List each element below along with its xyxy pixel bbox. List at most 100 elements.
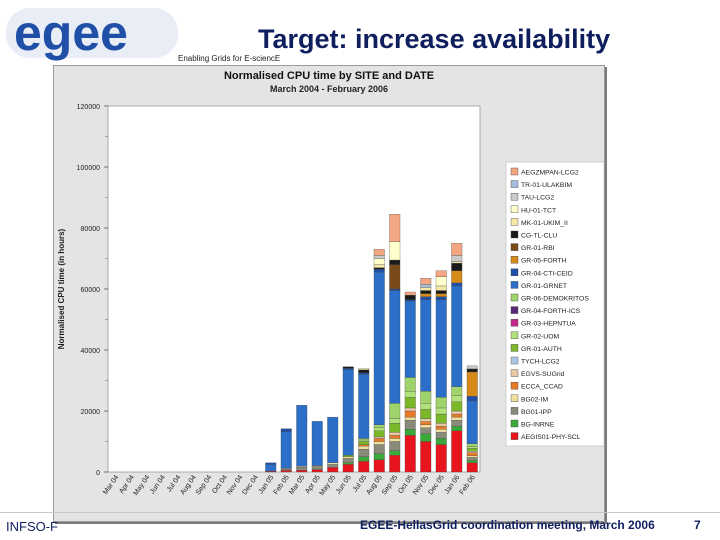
legend-swatch bbox=[510, 268, 519, 277]
bar-segment bbox=[435, 293, 447, 297]
legend-label: AEGZMPAN-LCG2 bbox=[521, 170, 579, 177]
bar-segment bbox=[373, 249, 385, 256]
bar-segment bbox=[373, 427, 385, 431]
bar-segment bbox=[435, 290, 447, 294]
x-tick-label: Sep 04 bbox=[195, 474, 214, 496]
bar-segment bbox=[451, 413, 463, 418]
bar-segment bbox=[358, 374, 370, 439]
bar-segment bbox=[435, 423, 447, 427]
legend-label: CG-TL-CLU bbox=[521, 233, 557, 240]
bar-segment bbox=[358, 439, 370, 442]
bar-segment bbox=[451, 243, 463, 256]
bar-segment bbox=[466, 371, 478, 397]
y-tick-label: 120000 bbox=[77, 104, 100, 111]
bar-segment bbox=[389, 264, 401, 290]
legend-label: GR-01-RBI bbox=[521, 245, 555, 252]
bar-segment bbox=[280, 470, 292, 473]
chart-title: Normalised CPU time by SITE and DATE bbox=[224, 70, 434, 82]
bar-segment bbox=[404, 407, 416, 412]
bar-segment bbox=[373, 438, 385, 442]
bar-segment bbox=[280, 428, 292, 432]
bar-segment bbox=[342, 369, 354, 456]
x-tick-label: May 04 bbox=[132, 474, 151, 497]
bar-segment bbox=[451, 430, 463, 473]
legend-label: AEGIS01-PHY-SCL bbox=[521, 434, 581, 441]
bar-segment bbox=[435, 285, 447, 291]
legend-swatch bbox=[510, 243, 519, 251]
bar-segment bbox=[466, 460, 478, 464]
bar-segment bbox=[435, 407, 447, 415]
bar-segment bbox=[373, 430, 385, 438]
legend-label: GR-06-DEMOKRITOS bbox=[521, 296, 589, 303]
bar-segment bbox=[342, 458, 354, 463]
legend-label: MK-01-UKIM_II bbox=[521, 220, 568, 227]
x-tick-label: Sep 05 bbox=[381, 474, 400, 496]
bar-segment bbox=[420, 441, 432, 473]
legend-label: BG-INRNE bbox=[521, 422, 555, 429]
legend-swatch bbox=[510, 318, 519, 327]
legend-swatch bbox=[510, 331, 519, 339]
legend-swatch bbox=[510, 218, 519, 226]
legend-swatch bbox=[510, 407, 519, 415]
legend-swatch bbox=[510, 432, 519, 440]
legend-box bbox=[505, 161, 605, 447]
bar-segment bbox=[435, 413, 447, 424]
bar-segment bbox=[373, 255, 385, 259]
bar-segment bbox=[420, 293, 432, 297]
legend-label: EGVS-SUGrid bbox=[521, 371, 565, 378]
legend-swatch bbox=[510, 382, 519, 390]
bar-segment bbox=[420, 424, 432, 428]
bar-segment bbox=[265, 462, 277, 465]
bar-segment bbox=[420, 287, 432, 291]
bar-segment bbox=[389, 418, 401, 424]
bar-segment bbox=[466, 368, 478, 373]
cpu-time-chart: Normalised CPU time by SITE and DATE Mar… bbox=[57, 70, 605, 497]
bar-segment bbox=[373, 459, 385, 473]
bar-segment bbox=[451, 395, 463, 402]
bar-segment bbox=[466, 400, 478, 444]
bar-segment bbox=[389, 441, 401, 451]
bar-segment bbox=[389, 450, 401, 456]
bar-segment bbox=[420, 299, 432, 392]
bar-segment bbox=[451, 285, 463, 387]
egee-logo: egee bbox=[6, 5, 178, 61]
bar-segment bbox=[435, 270, 447, 277]
bar-segment bbox=[435, 426, 447, 430]
bar-segment bbox=[466, 457, 478, 461]
bar-segment bbox=[358, 372, 370, 375]
bar-segment bbox=[389, 455, 401, 473]
bar-segment bbox=[435, 296, 447, 300]
bar-segment bbox=[311, 421, 323, 466]
bar-segment bbox=[420, 421, 432, 425]
bar-segment bbox=[358, 445, 370, 450]
bar-segment bbox=[358, 444, 370, 447]
bar-segment bbox=[265, 464, 277, 472]
bar-segment bbox=[420, 278, 432, 285]
bar-segment bbox=[358, 461, 370, 473]
y-tick-label: 60000 bbox=[81, 287, 101, 294]
bar-segment bbox=[420, 284, 432, 288]
bar-segment bbox=[389, 288, 401, 291]
bar-segment bbox=[466, 451, 478, 453]
bar-segment bbox=[404, 397, 416, 409]
bar-segment bbox=[389, 438, 401, 442]
bar-segment bbox=[373, 444, 385, 454]
legend-swatch bbox=[510, 306, 519, 314]
bar-segment bbox=[466, 443, 478, 447]
bar-segment bbox=[342, 456, 354, 459]
legend-swatch bbox=[510, 230, 519, 239]
chart-panel: Normalised CPU time by SITE and DATE Mar… bbox=[53, 65, 605, 522]
x-tick-label: Jun 05 bbox=[335, 474, 353, 495]
bar-segment bbox=[358, 441, 370, 445]
x-tick-label: May 05 bbox=[318, 474, 337, 497]
bar-segment bbox=[451, 282, 463, 287]
bar-segment bbox=[296, 466, 308, 471]
legend-swatch bbox=[510, 205, 519, 214]
bar-segment bbox=[342, 462, 354, 465]
bar-segment bbox=[404, 419, 416, 430]
bar-segment bbox=[420, 409, 432, 419]
bar-segment bbox=[280, 468, 292, 471]
bar-segment bbox=[435, 299, 447, 398]
bar-segment bbox=[435, 444, 447, 473]
bar-segment bbox=[466, 446, 478, 449]
